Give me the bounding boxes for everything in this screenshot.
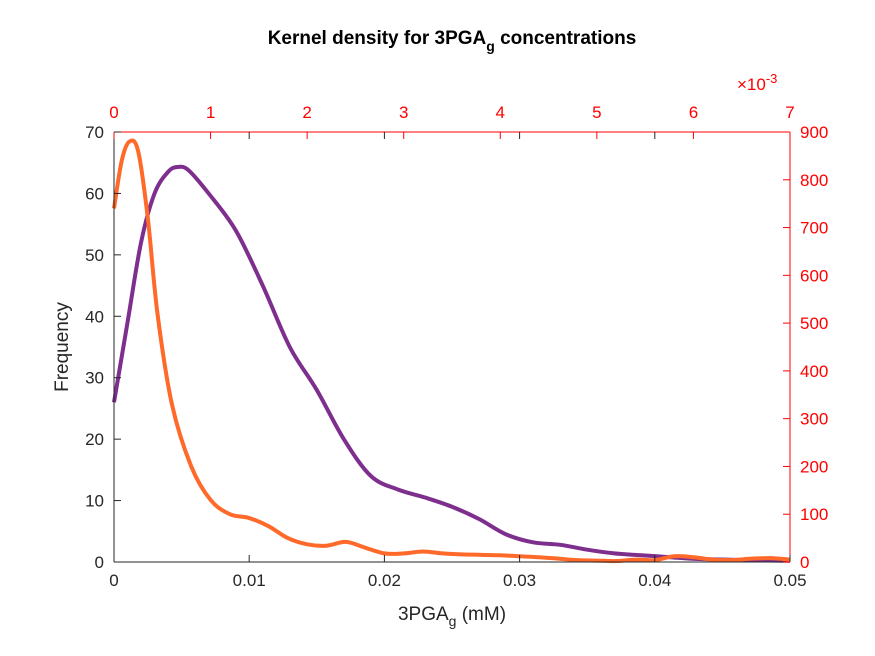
plot-background	[114, 132, 790, 562]
x-tick-label: 0.05	[773, 571, 806, 590]
density-line-top-right-axes	[112, 138, 791, 564]
axes-layer	[113, 131, 791, 563]
top-axis-exponent-label: ×10-3	[737, 71, 777, 94]
y-tick-label: 70	[85, 123, 104, 142]
top-axis-exponent-power: -3	[766, 71, 778, 86]
top-tick-label: 4	[496, 103, 505, 122]
x-tick-label: 0.01	[233, 571, 266, 590]
right-tick-label: 800	[800, 171, 828, 190]
right-tick-label: 700	[800, 219, 828, 238]
top-tick-label: 6	[689, 103, 698, 122]
series-layer	[112, 138, 791, 564]
x-tick-label: 0.03	[503, 571, 536, 590]
x-tick-label: 0.04	[638, 571, 671, 590]
right-tick-label: 500	[800, 314, 828, 333]
y-tick-label: 0	[95, 553, 104, 572]
right-tick-label: 200	[800, 457, 828, 476]
plot-area	[114, 132, 790, 562]
y-axis-label: Frequency	[52, 302, 73, 392]
top-tick-label: 7	[785, 103, 794, 122]
top-tick-label: 0	[109, 103, 118, 122]
x-axis-label: 3PGAg (mM)	[398, 604, 506, 629]
top-tick-label: 1	[206, 103, 215, 122]
right-tick-label: 900	[800, 123, 828, 142]
chart-title-subscript: g	[486, 38, 495, 54]
density-line-bottom-left-axes	[112, 164, 791, 563]
y-tick-label: 40	[85, 307, 104, 326]
x-axis-label-subscript: g	[449, 613, 457, 629]
right-tick-label: 300	[800, 410, 828, 429]
y-tick-label: 30	[85, 369, 104, 388]
top-tick-label: 2	[302, 103, 311, 122]
right-tick-label: 100	[800, 505, 828, 524]
right-tick-label: 0	[800, 553, 809, 572]
y-tick-label: 60	[85, 184, 104, 203]
y-tick-label: 20	[85, 430, 104, 449]
y-tick-label: 50	[85, 246, 104, 265]
x-tick-label: 0.02	[368, 571, 401, 590]
right-tick-label: 400	[800, 362, 828, 381]
top-tick-label: 5	[592, 103, 601, 122]
right-tick-label: 600	[800, 266, 828, 285]
top-tick-label: 3	[399, 103, 408, 122]
y-tick-label: 10	[85, 492, 104, 511]
x-tick-label: 0	[109, 571, 118, 590]
chart-title: Kernel density for 3PGAg concentrations	[268, 28, 637, 54]
